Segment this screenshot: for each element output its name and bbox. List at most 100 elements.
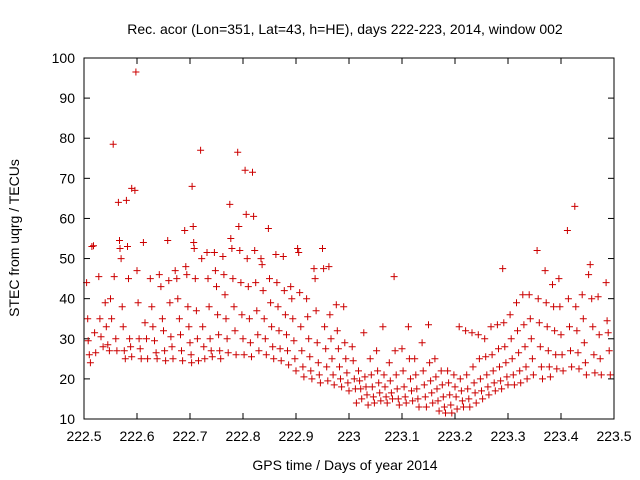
data-point (297, 323, 305, 331)
data-point (244, 283, 252, 291)
data-point (340, 303, 348, 311)
data-point (588, 295, 596, 303)
data-point (525, 291, 533, 299)
data-point (498, 385, 506, 393)
data-point (574, 349, 582, 357)
data-point (491, 387, 499, 395)
data-point (221, 291, 229, 299)
data-point (542, 299, 550, 307)
data-point (315, 371, 323, 379)
data-point (270, 355, 278, 363)
y-axis-ticks: 10 20 30 40 50 60 70 80 90 100 (52, 50, 614, 427)
y-axis-label: STEC from uqrg / TECUs (6, 159, 22, 317)
data-point (479, 395, 487, 403)
data-point (223, 335, 231, 343)
plot-frame (83, 57, 615, 420)
data-point (290, 337, 298, 345)
data-point (523, 375, 531, 383)
data-point (298, 347, 306, 355)
data-point (325, 263, 333, 271)
data-point (230, 303, 238, 311)
data-point (420, 381, 428, 389)
data-point (222, 315, 230, 323)
x-tick-label: 223 (337, 428, 361, 444)
data-point (261, 335, 269, 343)
data-point (162, 357, 170, 365)
data-point (173, 275, 181, 283)
data-point (158, 315, 166, 323)
data-point (249, 168, 256, 176)
data-point (476, 375, 484, 383)
data-point (585, 271, 593, 279)
data-point (272, 251, 280, 258)
x-axis-ticks: 222.5 222.6 222.7 222.8 222.9 223 223.1 223.2 22… (66, 58, 632, 444)
data-point (84, 315, 92, 323)
data-point (274, 303, 282, 311)
data-point (245, 315, 253, 323)
data-point (528, 355, 536, 363)
data-point (165, 277, 173, 285)
data-point (566, 323, 573, 331)
data-point (316, 379, 324, 387)
data-point (453, 405, 461, 413)
data-point (126, 335, 134, 343)
data-point (429, 399, 437, 407)
data-point (374, 367, 382, 375)
data-point (451, 383, 459, 391)
data-point (510, 381, 518, 389)
data-point (178, 347, 185, 355)
data-point (303, 295, 311, 303)
data-point (409, 397, 417, 405)
data-point (448, 409, 456, 417)
data-point (264, 225, 272, 232)
data-point (184, 303, 192, 311)
data-point (231, 327, 239, 335)
x-tick-label: 222.8 (225, 428, 260, 444)
data-point (164, 237, 172, 244)
data-point (563, 227, 571, 234)
data-point (284, 347, 291, 355)
data-point (336, 363, 343, 371)
y-tick-label: 60 (59, 210, 75, 226)
data-point (332, 301, 340, 309)
data-point (455, 323, 463, 331)
data-point (97, 333, 105, 341)
data-point (591, 369, 599, 377)
data-point (484, 383, 492, 391)
data-point (296, 289, 304, 297)
data-point (232, 351, 240, 359)
data-point (146, 275, 154, 283)
data-point (241, 166, 249, 174)
data-point (457, 387, 465, 395)
y-tick-label: 20 (59, 371, 75, 387)
data-point (488, 351, 496, 359)
data-point (556, 303, 564, 311)
data-point (364, 401, 372, 409)
data-point (460, 403, 467, 411)
data-point (352, 399, 360, 407)
data-point (485, 391, 493, 399)
data-point (116, 237, 123, 244)
data-point (508, 355, 516, 363)
x-axis-label: GPS time / Days of year 2014 (252, 457, 437, 473)
data-point (469, 363, 477, 371)
data-point (121, 355, 129, 363)
data-point (292, 367, 300, 375)
data-point (541, 267, 549, 275)
data-point (536, 343, 544, 351)
data-point (435, 407, 443, 415)
data-point (259, 287, 267, 295)
data-point (167, 333, 175, 341)
data-point (104, 341, 112, 349)
data-point (369, 393, 377, 401)
data-point (299, 363, 307, 371)
data-point (86, 359, 94, 367)
data-point (118, 303, 126, 311)
data-point (252, 279, 260, 287)
data-point (217, 355, 225, 363)
data-point (412, 371, 420, 379)
data-point (506, 311, 514, 319)
data-point (300, 373, 308, 381)
data-point (99, 343, 107, 351)
data-point (226, 200, 234, 208)
